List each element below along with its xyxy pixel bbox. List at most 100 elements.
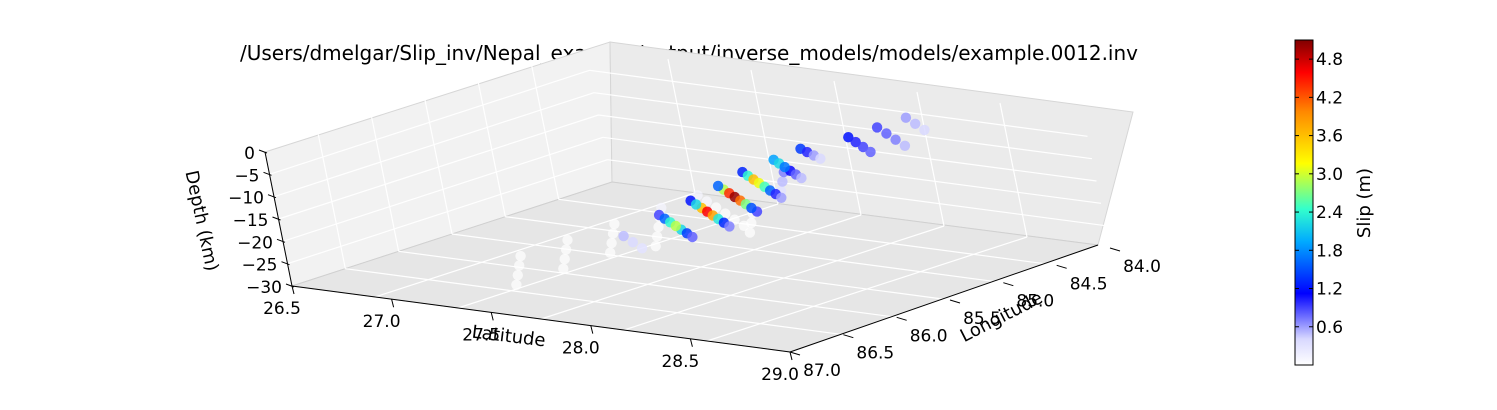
subfault-point bbox=[710, 202, 722, 213]
colorbar-tick-label: 3.0 bbox=[1316, 165, 1343, 185]
subfault-point bbox=[512, 270, 523, 281]
subfault-point bbox=[562, 234, 573, 246]
depth-tick bbox=[281, 261, 290, 266]
depth-axis-label: Depth (km) bbox=[180, 169, 222, 274]
colorbar-tick-label: 4.8 bbox=[1316, 50, 1343, 70]
subfault-point bbox=[724, 221, 735, 232]
colorbar-label: Slip (m) bbox=[1354, 168, 1375, 238]
subfault-point bbox=[515, 250, 526, 262]
longitude-tick bbox=[1109, 247, 1121, 252]
colorbar-tick-label: 2.4 bbox=[1316, 203, 1343, 223]
x-axis-line bbox=[291, 285, 791, 353]
longitude-tick-label: 86.0 bbox=[910, 326, 948, 346]
longitude-tick-label: 85.5 bbox=[963, 309, 1001, 329]
y-axis-line bbox=[789, 244, 1099, 353]
longitude-tick bbox=[843, 334, 854, 339]
subfault-point bbox=[720, 208, 731, 219]
subfault-point bbox=[627, 237, 638, 248]
colorbar-tick-label: 0.6 bbox=[1316, 318, 1343, 338]
depth-tick bbox=[267, 194, 277, 199]
subfault-point bbox=[899, 140, 911, 151]
longitude-tick-label: 84.5 bbox=[1070, 274, 1108, 294]
subfault-point bbox=[746, 217, 757, 229]
subfault-point bbox=[650, 241, 661, 252]
longitude-tick bbox=[949, 299, 961, 304]
subfault-point bbox=[919, 124, 930, 136]
longitude-tick bbox=[1003, 282, 1014, 287]
subfault-point bbox=[687, 231, 698, 243]
depth-tick bbox=[276, 238, 286, 243]
subfault-point bbox=[746, 202, 757, 214]
colorbar-tick-label: 1.2 bbox=[1316, 280, 1343, 300]
grid-line bbox=[558, 198, 1057, 266]
depth-tick-label: −20 bbox=[237, 233, 273, 253]
longitude-tick bbox=[789, 351, 801, 356]
latitude-tick-label: 29.0 bbox=[761, 365, 799, 385]
subfault-point bbox=[560, 244, 572, 255]
longitude-tick-label: 85.0 bbox=[1016, 292, 1054, 312]
subfault-point bbox=[636, 243, 648, 254]
subfault-points bbox=[511, 112, 930, 290]
longitude-tick-label: 87.0 bbox=[803, 361, 841, 381]
subfault-point bbox=[618, 230, 629, 242]
subfault-point bbox=[910, 118, 921, 129]
subfault-point bbox=[690, 199, 702, 210]
subfault-point bbox=[692, 190, 703, 201]
depth-tick bbox=[263, 171, 272, 176]
grid-lines bbox=[269, 58, 1106, 342]
colorbar-ticks: 0.6 1.2 1.8 2.4 3.0 3.6 4.2 4.8 bbox=[1295, 50, 1343, 338]
colorbar-gradient bbox=[1294, 39, 1314, 366]
latitude-axis-label: Latitude bbox=[471, 322, 547, 352]
longitude-tick-label: 84.0 bbox=[1123, 257, 1161, 277]
colorbar: 0.6 1.2 1.8 2.4 3.0 3.6 4.2 4.8 Slip (m) bbox=[1294, 39, 1375, 366]
grid-line bbox=[589, 69, 1088, 137]
subfault-point bbox=[776, 192, 787, 203]
subfault-point bbox=[653, 221, 664, 233]
depth-tick-label: −5 bbox=[234, 166, 259, 186]
subfault-point bbox=[606, 237, 617, 249]
longitude-tick-label: 86.5 bbox=[856, 344, 894, 364]
depth-tick bbox=[285, 283, 295, 288]
grid-line bbox=[269, 69, 590, 175]
subfault-point bbox=[857, 141, 869, 153]
subfault-point bbox=[779, 161, 790, 173]
axis-ticks: 26.5 27.0 27.5 28.0 28.5 29.0 84.0 84.5 85.0 85.5… bbox=[228, 144, 1161, 385]
latitude-tick bbox=[391, 299, 395, 308]
colorbar-tick-label: 3.6 bbox=[1316, 127, 1343, 147]
subfault-point bbox=[559, 253, 570, 265]
subfault-point bbox=[514, 260, 525, 271]
colorbar-tick-label: 1.8 bbox=[1316, 241, 1343, 261]
subfault-point bbox=[900, 112, 912, 123]
subfault-point bbox=[881, 128, 892, 139]
subfault-point bbox=[890, 134, 901, 145]
depth-tick-label: −10 bbox=[228, 189, 264, 209]
latitude-tick bbox=[789, 351, 793, 361]
latitude-tick bbox=[291, 285, 295, 295]
subfault-point bbox=[712, 180, 724, 192]
subfault-point bbox=[865, 146, 876, 158]
subfault-point bbox=[607, 228, 619, 239]
latitude-tick bbox=[590, 325, 594, 334]
subfault-point bbox=[777, 176, 788, 187]
subfault-point bbox=[871, 122, 883, 133]
depth-tick bbox=[272, 216, 281, 221]
depth-tick-label: −15 bbox=[233, 211, 269, 231]
latitude-tick-label: 27.0 bbox=[363, 312, 401, 332]
subfault-point bbox=[796, 172, 807, 184]
latitude-tick-label: 27.5 bbox=[462, 325, 500, 345]
subfault-point bbox=[670, 220, 681, 232]
subfault-point bbox=[850, 136, 861, 148]
longitude-tick bbox=[896, 316, 907, 321]
depth-tick-label: 0 bbox=[244, 144, 255, 164]
subfault-point bbox=[558, 263, 569, 274]
subfault-point bbox=[651, 231, 663, 242]
subfault-point bbox=[843, 132, 854, 143]
latitude-tick-label: 26.5 bbox=[263, 299, 301, 319]
latitude-tick bbox=[490, 312, 494, 321]
subfault-point bbox=[511, 279, 522, 290]
latitude-tick bbox=[689, 338, 693, 347]
depth-tick-label: −30 bbox=[246, 278, 282, 298]
subfault-point bbox=[605, 247, 616, 258]
